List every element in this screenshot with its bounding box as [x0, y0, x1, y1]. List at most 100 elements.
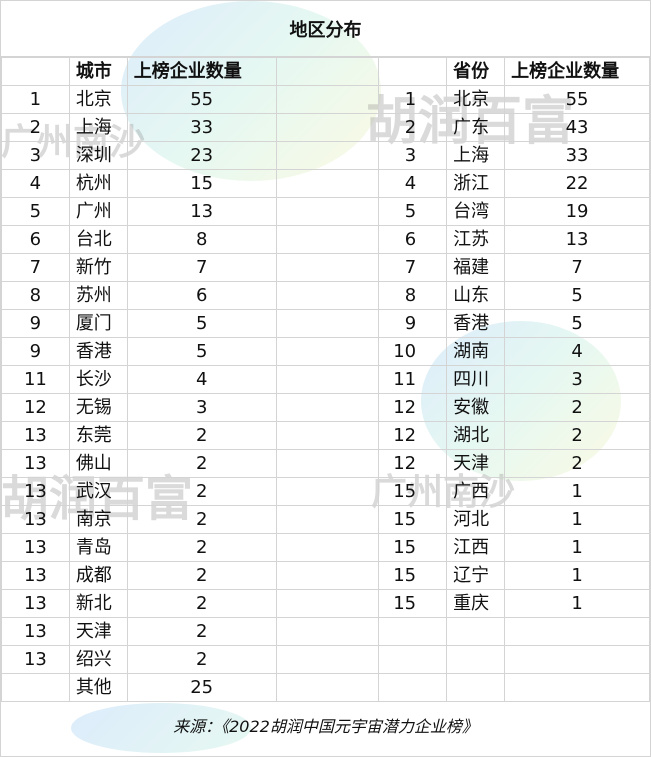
table-row: 9 香港 5 10 湖南 4	[1, 337, 650, 366]
city-rank: 13	[1, 589, 70, 618]
city-rank: 13	[1, 533, 70, 562]
city-rank: 12	[1, 393, 70, 422]
province-rank: 7	[378, 253, 448, 282]
province-name: 上海	[446, 141, 506, 170]
empty-cell	[275, 505, 380, 534]
province-name: 江西	[446, 533, 506, 562]
province-name: 广东	[446, 113, 506, 142]
province-count: 2	[504, 393, 650, 422]
province-name: 湖南	[446, 337, 506, 366]
province-count: 1	[504, 561, 650, 590]
city-rank: 13	[1, 421, 70, 450]
empty-cell	[446, 617, 506, 646]
province-name: 浙江	[446, 169, 506, 198]
table-row: 4 杭州 15 4 浙江 22	[1, 169, 650, 198]
province-rank: 11	[378, 365, 448, 394]
header-row: 城市 上榜企业数量 省份 上榜企业数量	[1, 57, 650, 86]
province-rank: 9	[378, 309, 448, 338]
table-row: 13 武汉 2 15 广西 1	[1, 477, 650, 506]
city-name: 佛山	[68, 449, 128, 478]
province-count: 1	[504, 589, 650, 618]
city-name: 青岛	[68, 533, 128, 562]
province-count: 55	[504, 85, 650, 114]
empty-cell	[275, 533, 380, 562]
table-row: 13 新北 2 15 重庆 1	[1, 589, 650, 618]
province-rank: 5	[378, 197, 448, 226]
city-count: 25	[126, 673, 277, 702]
city-count: 2	[126, 505, 277, 534]
city-rank: 1	[1, 85, 70, 114]
city-rank: 13	[1, 477, 70, 506]
province-count: 5	[504, 309, 650, 338]
city-count: 13	[126, 197, 277, 226]
city-rank: 2	[1, 113, 70, 142]
empty-cell	[275, 253, 380, 282]
city-name: 东莞	[68, 421, 128, 450]
province-name: 香港	[446, 309, 506, 338]
province-rank: 12	[378, 449, 448, 478]
city-rank: 9	[1, 337, 70, 366]
province-count: 1	[504, 505, 650, 534]
city-count: 23	[126, 141, 277, 170]
empty-cell	[275, 589, 380, 618]
city-count: 15	[126, 169, 277, 198]
province-name: 湖北	[446, 421, 506, 450]
city-count: 6	[126, 281, 277, 310]
table-row: 5 广州 13 5 台湾 19	[1, 197, 650, 226]
city-count: 2	[126, 533, 277, 562]
city-rank: 5	[1, 197, 70, 226]
city-name: 苏州	[68, 281, 128, 310]
table-row: 其他 25	[1, 673, 650, 702]
empty-cell	[275, 561, 380, 590]
empty-cell	[275, 617, 380, 646]
province-count: 5	[504, 281, 650, 310]
empty-cell	[275, 337, 380, 366]
empty-cell	[275, 421, 380, 450]
city-count-header: 上榜企业数量	[126, 57, 277, 86]
empty-cell	[275, 477, 380, 506]
city-count: 2	[126, 477, 277, 506]
empty-cell	[378, 673, 448, 702]
table-row: 12 无锡 3 12 安徽 2	[1, 393, 650, 422]
table-row: 6 台北 8 6 江苏 13	[1, 225, 650, 254]
province-rank: 15	[378, 589, 448, 618]
table-row: 13 绍兴 2	[1, 645, 650, 674]
province-name: 四川	[446, 365, 506, 394]
city-rank: 7	[1, 253, 70, 282]
empty-cell	[378, 645, 448, 674]
city-count: 8	[126, 225, 277, 254]
city-name: 杭州	[68, 169, 128, 198]
province-rank: 8	[378, 281, 448, 310]
city-count: 33	[126, 113, 277, 142]
table-row: 13 南京 2 15 河北 1	[1, 505, 650, 534]
city-count: 2	[126, 645, 277, 674]
empty-cell	[275, 281, 380, 310]
city-count: 2	[126, 589, 277, 618]
city-name: 无锡	[68, 393, 128, 422]
city-count: 7	[126, 253, 277, 282]
province-rank: 2	[378, 113, 448, 142]
city-name: 成都	[68, 561, 128, 590]
city-rank: 6	[1, 225, 70, 254]
province-count: 1	[504, 477, 650, 506]
city-rank: 13	[1, 505, 70, 534]
province-name: 重庆	[446, 589, 506, 618]
province-rank: 15	[378, 505, 448, 534]
empty-cell	[275, 141, 380, 170]
city-rank: 13	[1, 449, 70, 478]
city-rank-header	[1, 57, 70, 86]
empty-cell	[275, 197, 380, 226]
city-rank: 11	[1, 365, 70, 394]
province-rank: 4	[378, 169, 448, 198]
city-count: 2	[126, 449, 277, 478]
empty-cell	[275, 113, 380, 142]
city-name: 武汉	[68, 477, 128, 506]
city-rank: 9	[1, 309, 70, 338]
page-title: 地区分布	[1, 1, 650, 57]
province-count: 1	[504, 533, 650, 562]
city-name: 台北	[68, 225, 128, 254]
city-name: 上海	[68, 113, 128, 142]
empty-cell	[378, 617, 448, 646]
city-rank: 8	[1, 281, 70, 310]
province-name: 河北	[446, 505, 506, 534]
